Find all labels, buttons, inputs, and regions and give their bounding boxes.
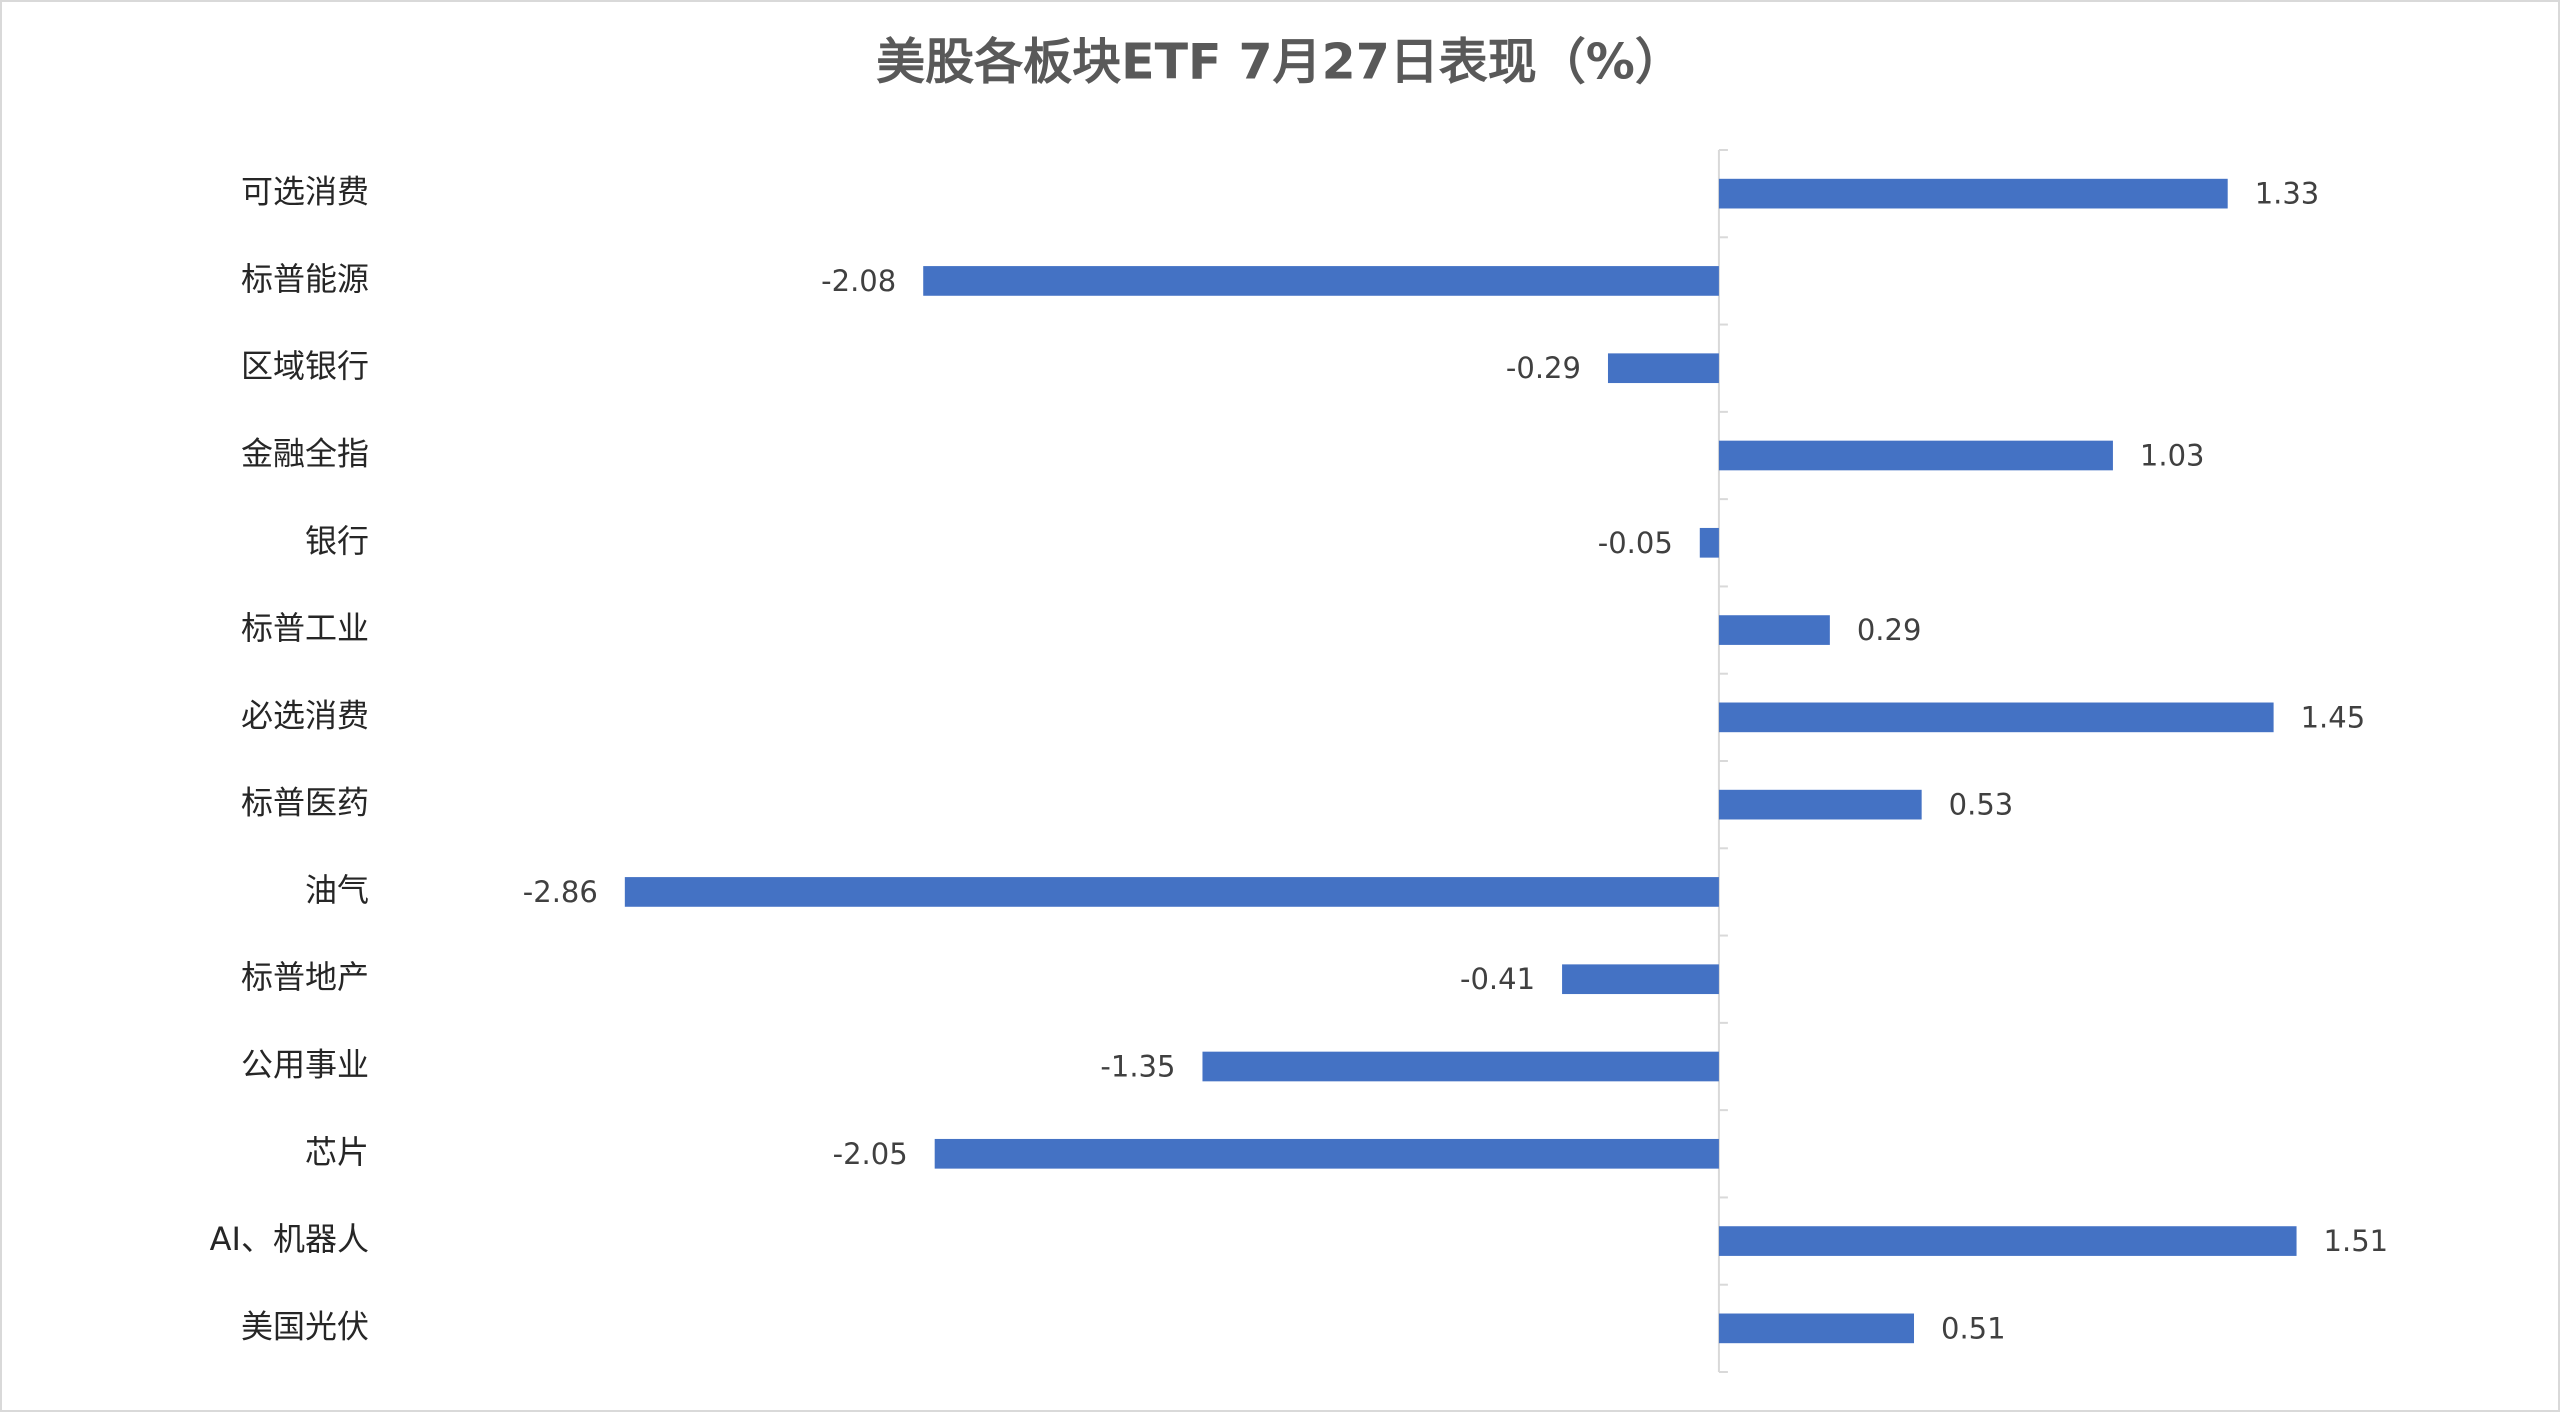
y-tick-label: 金融全指 <box>241 435 369 473</box>
bar <box>1718 702 2274 733</box>
value-label: -2.08 <box>821 264 896 298</box>
value-label: -0.05 <box>1598 526 1673 560</box>
y-tick-label: 标普能源 <box>241 260 369 298</box>
bar <box>1699 527 1719 558</box>
y-tick-label: 可选消费 <box>241 173 369 211</box>
bar <box>934 1138 1719 1169</box>
bar <box>1718 440 2113 471</box>
y-tick-label: 美国光伏 <box>241 1307 369 1345</box>
bar <box>1718 1226 2297 1256</box>
y-tick-label: 公用事业 <box>241 1046 369 1084</box>
bar <box>1607 353 1719 384</box>
value-label: 0.53 <box>1949 788 2014 822</box>
value-label: -0.41 <box>1460 962 1535 996</box>
y-tick-label: 标普地产 <box>241 958 369 996</box>
y-tick-label: 标普医药 <box>241 784 369 822</box>
chart-title: 美股各板块ETF 7月27日表现（%） <box>876 34 1684 91</box>
value-label: -2.86 <box>523 875 598 909</box>
value-label: 0.29 <box>1857 613 1922 647</box>
bar <box>1718 1313 1915 1344</box>
bar <box>1562 964 1719 995</box>
bar <box>1718 615 1830 645</box>
y-tick-label: 芯片 <box>305 1133 369 1171</box>
y-tick-label: 标普工业 <box>241 609 369 647</box>
value-label: -0.29 <box>1506 351 1581 385</box>
value-label: -2.05 <box>833 1137 908 1171</box>
y-tick-label: 区域银行 <box>241 347 369 385</box>
value-label: 1.03 <box>2140 439 2205 473</box>
value-label: 1.51 <box>2324 1224 2389 1258</box>
y-tick-label: 油气 <box>305 871 369 909</box>
value-label: -1.35 <box>1100 1050 1175 1084</box>
value-label: 1.33 <box>2255 177 2320 211</box>
y-tick-label: 银行 <box>305 522 369 560</box>
value-label: 1.45 <box>2301 700 2366 734</box>
value-label: 0.51 <box>1941 1311 2006 1345</box>
bar <box>1202 1051 1719 1082</box>
bar <box>1718 789 1922 820</box>
y-tick-label: 必选消费 <box>241 696 369 734</box>
y-tick-label: AI、机器人 <box>210 1220 369 1258</box>
bar <box>624 877 1719 907</box>
bar <box>923 266 1719 296</box>
bar <box>1718 178 2228 209</box>
